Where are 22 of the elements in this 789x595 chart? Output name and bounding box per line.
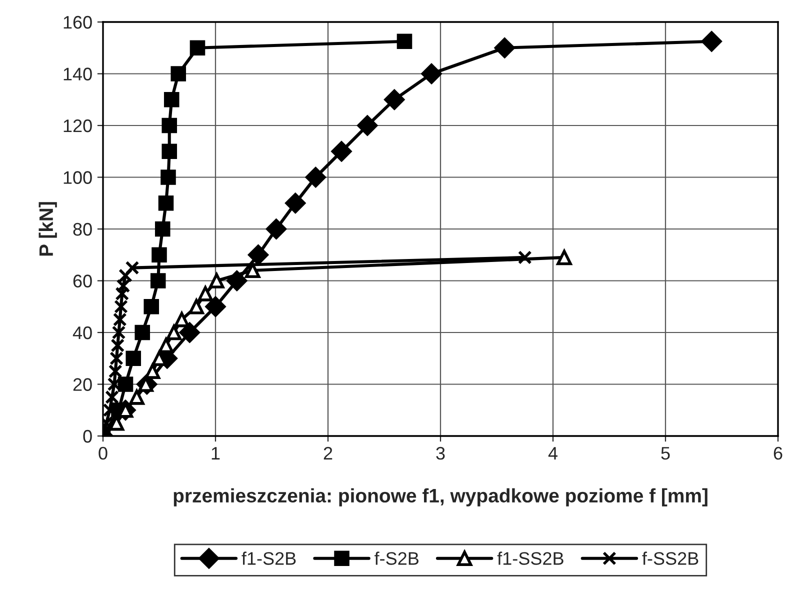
y-tick-label: 0 [83, 430, 92, 443]
y-tick-label: 140 [64, 68, 92, 80]
x-tick-label: 0 [98, 446, 108, 460]
y-tick-label: 100 [64, 171, 92, 184]
legend-label: f-SS2B [642, 552, 698, 565]
x-tick-label: 3 [436, 446, 445, 460]
y-tick-label: 80 [73, 222, 92, 236]
legend-label: f1-S2B [242, 552, 296, 565]
y-tick-label: 20 [73, 378, 92, 391]
y-tick-label: 40 [72, 326, 92, 340]
y-tick-label: 60 [73, 274, 92, 288]
x-tick-label: 5 [661, 447, 670, 460]
x-tick-label: 4 [548, 447, 558, 460]
y-axis-title: P [kN] [38, 202, 57, 256]
x-tick-label: 6 [774, 446, 782, 460]
legend-label: f-S2B [374, 552, 418, 565]
legend-label: f1-SS2B [497, 552, 564, 565]
y-tick-label: 120 [64, 119, 92, 132]
x-axis-title: przemieszczenia: pionowe f1, wypadkowe poziome f [mm] [174, 488, 708, 506]
x-tick-label: 1 [212, 447, 220, 460]
y-tick-label: 160 [64, 16, 92, 29]
x-tick-label: 2 [324, 446, 332, 460]
